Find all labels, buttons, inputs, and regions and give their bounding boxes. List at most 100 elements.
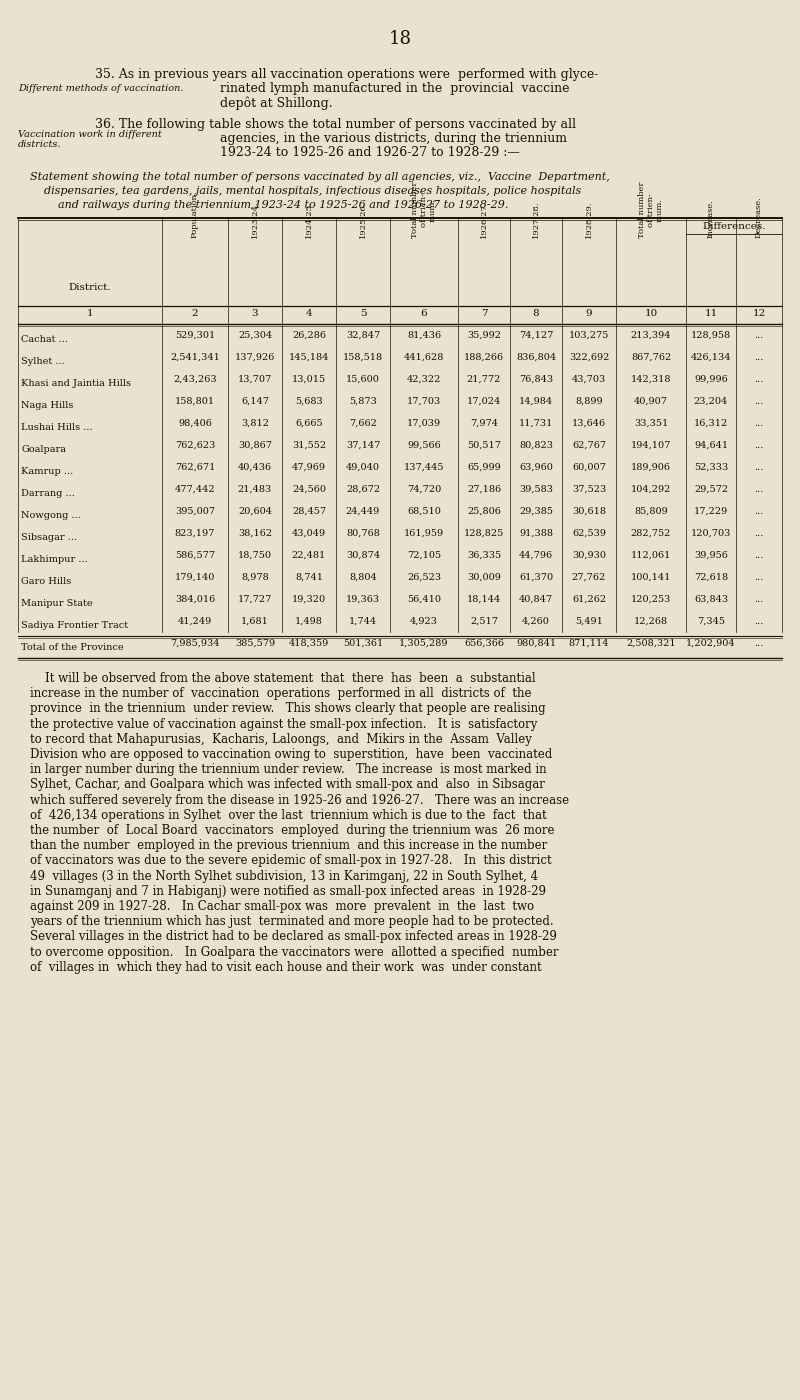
Text: ...: ... <box>754 374 764 384</box>
Text: 32,847: 32,847 <box>346 330 380 340</box>
Text: 4: 4 <box>306 309 312 318</box>
Text: 1,681: 1,681 <box>241 616 269 626</box>
Text: 44,796: 44,796 <box>519 550 553 560</box>
Text: 3: 3 <box>252 309 258 318</box>
Text: 2,508,321: 2,508,321 <box>626 638 676 647</box>
Text: to overcome opposition.   In Goalpara the vaccinators were  allotted a specified: to overcome opposition. In Goalpara the … <box>30 945 558 959</box>
Text: 19,320: 19,320 <box>292 595 326 603</box>
Text: 52,333: 52,333 <box>694 462 728 472</box>
Text: 145,184: 145,184 <box>289 353 329 361</box>
Text: to record that Mahapurusias,  Kacharis, Laloongs,  and  Mikirs in the  Assam  Va: to record that Mahapurusias, Kacharis, L… <box>30 732 532 746</box>
Text: ...: ... <box>754 462 764 472</box>
Text: the protective value of vaccination against the small-pox infection.   It is  sa: the protective value of vaccination agai… <box>30 718 538 731</box>
Text: 441,628: 441,628 <box>404 353 444 361</box>
Text: of vaccinators was due to the severe epidemic of small-pox in 1927-28.   In  thi: of vaccinators was due to the severe epi… <box>30 854 552 868</box>
Text: Total number
of trien-
nium.: Total number of trien- nium. <box>638 182 664 238</box>
Text: 867,762: 867,762 <box>631 353 671 361</box>
Text: 21,772: 21,772 <box>467 374 501 384</box>
Text: 16,312: 16,312 <box>694 419 728 427</box>
Text: 60,007: 60,007 <box>572 462 606 472</box>
Text: 1,305,289: 1,305,289 <box>399 638 449 647</box>
Text: Darrang ...: Darrang ... <box>21 489 75 498</box>
Text: 29,385: 29,385 <box>519 507 553 515</box>
Text: 74,127: 74,127 <box>519 330 553 340</box>
Text: 24,449: 24,449 <box>346 507 380 515</box>
Text: 21,483: 21,483 <box>238 484 272 494</box>
Text: 81,436: 81,436 <box>407 330 441 340</box>
Text: Nowgong ...: Nowgong ... <box>21 511 81 519</box>
Text: 10: 10 <box>644 309 658 318</box>
Text: Total number
of trien-
nium.: Total number of trien- nium. <box>411 182 437 238</box>
Text: 99,996: 99,996 <box>694 374 728 384</box>
Text: 62,767: 62,767 <box>572 441 606 449</box>
Text: ...: ... <box>754 507 764 515</box>
Text: Lushai Hills ...: Lushai Hills ... <box>21 423 93 433</box>
Text: 161,959: 161,959 <box>404 528 444 538</box>
Text: 3,812: 3,812 <box>241 419 269 427</box>
Text: agencies, in the various districts, during the triennium: agencies, in the various districts, duri… <box>220 132 567 146</box>
Text: 80,768: 80,768 <box>346 528 380 538</box>
Text: 762,671: 762,671 <box>175 462 215 472</box>
Text: Population.: Population. <box>191 190 199 238</box>
Text: ...: ... <box>754 441 764 449</box>
Text: 194,107: 194,107 <box>631 441 671 449</box>
Text: 40,436: 40,436 <box>238 462 272 472</box>
Text: 5,873: 5,873 <box>349 396 377 406</box>
Text: 188,266: 188,266 <box>464 353 504 361</box>
Text: than the number  employed in the previous triennium  and this increase in the nu: than the number employed in the previous… <box>30 839 547 853</box>
Text: 72,618: 72,618 <box>694 573 728 581</box>
Text: 29,572: 29,572 <box>694 484 728 494</box>
Text: 39,583: 39,583 <box>519 484 553 494</box>
Text: Sylhet, Cachar, and Goalpara which was infected with small-pox and  also  in Sib: Sylhet, Cachar, and Goalpara which was i… <box>30 778 545 791</box>
Text: ...: ... <box>754 330 764 340</box>
Text: in larger number during the triennium under review.   The increase  is most mark: in larger number during the triennium un… <box>30 763 546 776</box>
Text: 529,301: 529,301 <box>175 330 215 340</box>
Text: 477,442: 477,442 <box>174 484 215 494</box>
Text: 103,275: 103,275 <box>569 330 609 340</box>
Text: It will be observed from the above statement  that  there  has  been  a  substan: It will be observed from the above state… <box>30 672 536 685</box>
Text: 2,517: 2,517 <box>470 616 498 626</box>
Text: Khasi and Jaintia Hills: Khasi and Jaintia Hills <box>21 379 131 388</box>
Text: 8,741: 8,741 <box>295 573 323 581</box>
Text: 7,974: 7,974 <box>470 419 498 427</box>
Text: 94,641: 94,641 <box>694 441 728 449</box>
Text: 6,665: 6,665 <box>295 419 323 427</box>
Text: 4,923: 4,923 <box>410 616 438 626</box>
Text: 501,361: 501,361 <box>343 638 383 647</box>
Text: 2: 2 <box>192 309 198 318</box>
Text: 586,577: 586,577 <box>175 550 215 560</box>
Text: 418,359: 418,359 <box>289 638 329 647</box>
Text: ...: ... <box>754 573 764 581</box>
Text: 37,523: 37,523 <box>572 484 606 494</box>
Text: 85,809: 85,809 <box>634 507 668 515</box>
Text: 2,43,263: 2,43,263 <box>173 374 217 384</box>
Text: increase in the number of  vaccination  operations  performed in all  districts : increase in the number of vaccination op… <box>30 687 531 700</box>
Text: 31,552: 31,552 <box>292 441 326 449</box>
Text: 189,906: 189,906 <box>631 462 671 472</box>
Text: 5,491: 5,491 <box>575 616 603 626</box>
Text: 41,249: 41,249 <box>178 616 212 626</box>
Text: 12,268: 12,268 <box>634 616 668 626</box>
Text: 74,720: 74,720 <box>407 484 441 494</box>
Text: 1,744: 1,744 <box>349 616 377 626</box>
Text: 47,969: 47,969 <box>292 462 326 472</box>
Text: 11,731: 11,731 <box>519 419 553 427</box>
Text: 8,804: 8,804 <box>349 573 377 581</box>
Text: 9: 9 <box>586 309 592 318</box>
Text: 179,140: 179,140 <box>175 573 215 581</box>
Text: which suffered severely from the disease in 1925-26 and 1926-27.   There was an : which suffered severely from the disease… <box>30 794 569 806</box>
Text: 5: 5 <box>360 309 366 318</box>
Text: Statement showing the total number of persons vaccinated by all agencies, viz., : Statement showing the total number of pe… <box>30 172 610 182</box>
Text: 1928-29.: 1928-29. <box>585 200 593 238</box>
Text: Lakhimpur ...: Lakhimpur ... <box>21 554 88 564</box>
Text: 98,406: 98,406 <box>178 419 212 427</box>
Text: 17,703: 17,703 <box>407 396 441 406</box>
Text: 39,956: 39,956 <box>694 550 728 560</box>
Text: 35. As in previous years all vaccination operations were  performed with glyce-: 35. As in previous years all vaccination… <box>95 69 598 81</box>
Text: 37,147: 37,147 <box>346 441 380 449</box>
Text: Sibsagar ...: Sibsagar ... <box>21 533 77 542</box>
Text: 112,061: 112,061 <box>631 550 671 560</box>
Text: 137,926: 137,926 <box>235 353 275 361</box>
Text: 50,517: 50,517 <box>467 441 501 449</box>
Text: 28,457: 28,457 <box>292 507 326 515</box>
